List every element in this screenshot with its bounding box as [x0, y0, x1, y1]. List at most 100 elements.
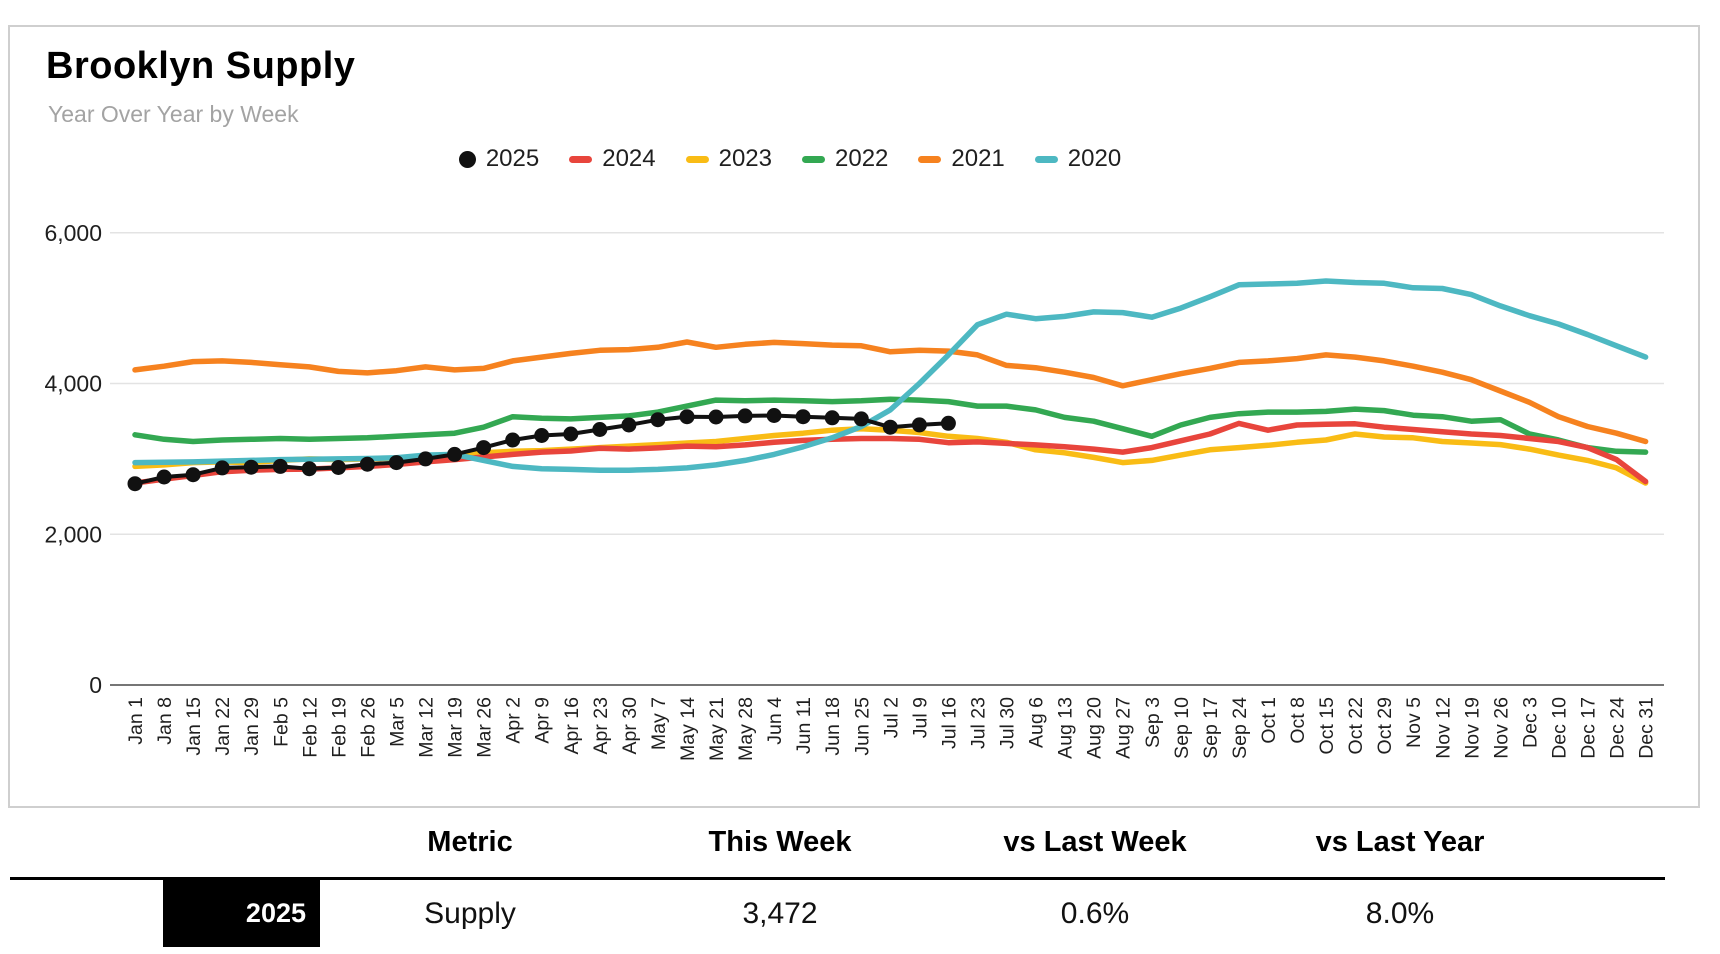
legend-item-2023: 2023	[685, 145, 772, 173]
metric-value: Supply	[424, 896, 516, 930]
summary-header-metric: Metric	[427, 826, 513, 858]
x-tick-may-28: May 28	[735, 697, 757, 761]
x-tick-mar-19: Mar 19	[445, 697, 467, 758]
data-point-2025-17	[621, 417, 637, 433]
x-tick-oct-15: Oct 15	[1316, 697, 1338, 755]
x-tick-jan-1: Jan 1	[125, 697, 147, 745]
legend-item-2022: 2022	[802, 145, 888, 173]
x-tick-mar-12: Mar 12	[416, 697, 438, 758]
x-tick-apr-16: Apr 16	[561, 697, 583, 754]
x-tick-sep-17: Sep 17	[1200, 697, 1222, 759]
chart-legend: 2025 2024 2023 2022 2021 2020	[10, 145, 1570, 173]
legend-label-2021: 2021	[951, 145, 1005, 172]
x-tick-jul-2: Jul 2	[880, 697, 902, 738]
chart-card: Brooklyn Supply Year Over Year by Week 2…	[8, 25, 1700, 808]
x-tick-nov-12: Nov 12	[1432, 697, 1454, 759]
data-point-2025-8	[359, 456, 375, 472]
series-line-2020	[132, 278, 1649, 473]
data-point-2025-28	[940, 415, 956, 431]
this-week-value: 3,472	[742, 896, 818, 930]
legend-swatch-2022-icon	[802, 155, 825, 163]
x-tick-nov-19: Nov 19	[1461, 697, 1483, 759]
data-point-2025-3	[214, 460, 230, 476]
x-tick-dec-24: Dec 24	[1607, 697, 1629, 759]
legend-item-2024: 2024	[569, 145, 656, 173]
series-line-2021	[132, 339, 1649, 445]
summary-header-filler	[1550, 808, 1665, 877]
x-tick-feb-5: Feb 5	[270, 697, 292, 747]
data-point-2025-2	[185, 467, 201, 483]
data-point-2025-0	[127, 476, 143, 492]
legend-label-2023: 2023	[718, 145, 772, 172]
summary-header-vs-last-week: vs Last Week	[1003, 826, 1187, 858]
data-point-2025-7	[330, 460, 346, 475]
data-point-2025-16	[592, 422, 608, 437]
y-tick-0: 0	[89, 672, 102, 698]
data-point-2025-18	[650, 412, 666, 428]
x-tick-oct-29: Oct 29	[1374, 697, 1396, 754]
x-tick-jan-8: Jan 8	[154, 697, 176, 745]
data-point-2025-27	[911, 417, 927, 433]
x-tick-may-7: May 7	[648, 697, 670, 750]
data-point-2025-25	[853, 411, 869, 427]
legend-swatch-2024-icon	[569, 155, 593, 163]
data-point-2025-5	[272, 458, 288, 474]
x-tick-mar-5: Mar 5	[386, 697, 408, 747]
x-tick-mar-26: Mar 26	[474, 697, 496, 758]
data-point-2025-24	[824, 410, 840, 426]
x-tick-nov-5: Nov 5	[1403, 697, 1425, 748]
x-tick-may-21: May 21	[706, 697, 728, 761]
x-tick-aug-13: Aug 13	[1055, 697, 1077, 759]
data-point-2025-9	[388, 455, 404, 471]
vs-last-year-value: 8.0%	[1365, 896, 1435, 930]
summary-table: Metric This Week vs Last Week vs Last Ye…	[10, 808, 1665, 947]
summary-header-vs-last-year: vs Last Year	[1315, 826, 1485, 858]
x-tick-jan-22: Jan 22	[212, 697, 234, 756]
x-tick-apr-30: Apr 30	[619, 697, 641, 755]
page-title: Brooklyn Supply	[46, 45, 356, 87]
legend-item-2020: 2020	[1034, 145, 1121, 173]
x-tick-sep-24: Sep 24	[1229, 697, 1251, 759]
x-tick-jul-23: Jul 23	[968, 697, 990, 749]
data-point-2025-15	[563, 426, 579, 442]
summary-header-spacer	[10, 808, 320, 877]
data-point-2025-1	[156, 469, 172, 485]
summary-header-this-week: This Week	[708, 826, 852, 858]
x-tick-jun-25: Jun 25	[851, 697, 873, 756]
summary-header-row: Metric This Week vs Last Week vs Last Ye…	[10, 808, 1665, 877]
x-tick-oct-22: Oct 22	[1345, 697, 1367, 754]
x-tick-dec-3: Dec 3	[1519, 697, 1541, 748]
x-tick-feb-19: Feb 19	[328, 697, 350, 758]
x-tick-jun-11: Jun 11	[793, 697, 815, 754]
data-point-2025-13	[505, 432, 521, 448]
legend-label-2022: 2022	[835, 145, 889, 172]
legend-item-2021: 2021	[918, 145, 1005, 173]
x-tick-jun-18: Jun 18	[822, 697, 844, 756]
x-tick-sep-10: Sep 10	[1171, 697, 1193, 759]
legend-swatch-2021-icon	[918, 155, 942, 163]
x-tick-may-14: May 14	[677, 697, 699, 761]
data-point-2025-11	[447, 446, 463, 462]
row-filler	[1550, 880, 1665, 947]
legend-item-2025: 2025	[458, 145, 539, 173]
data-point-2025-10	[418, 451, 433, 467]
data-point-2025-6	[301, 461, 317, 477]
series-line-2022	[132, 396, 1649, 455]
y-tick-2000: 2,000	[44, 521, 102, 547]
year-badge: 2025	[163, 880, 320, 947]
x-tick-jul-9: Jul 9	[909, 697, 931, 738]
y-tick-4000: 4,000	[44, 371, 102, 397]
legend-label-2024: 2024	[602, 145, 656, 172]
x-tick-apr-9: Apr 9	[532, 697, 554, 744]
page-subtitle: Year Over Year by Week	[48, 101, 299, 127]
x-tick-oct-8: Oct 8	[1287, 697, 1309, 744]
data-point-2025-21	[737, 408, 753, 424]
supply-chart-svg[interactable]: 0 2,000 4,000 6,000 Jan 1 Jan 8 Jan 15 Jan 22 Ja…	[10, 27, 1702, 810]
x-tick-dec-10: Dec 10	[1549, 697, 1571, 759]
x-tick-feb-26: Feb 26	[357, 697, 379, 758]
data-point-2025-4	[243, 459, 259, 475]
x-tick-feb-12: Feb 12	[299, 697, 321, 758]
table-row: 2025 Supply 3,472 0.6% 8.0%	[10, 880, 1665, 947]
x-tick-dec-17: Dec 17	[1578, 697, 1600, 759]
